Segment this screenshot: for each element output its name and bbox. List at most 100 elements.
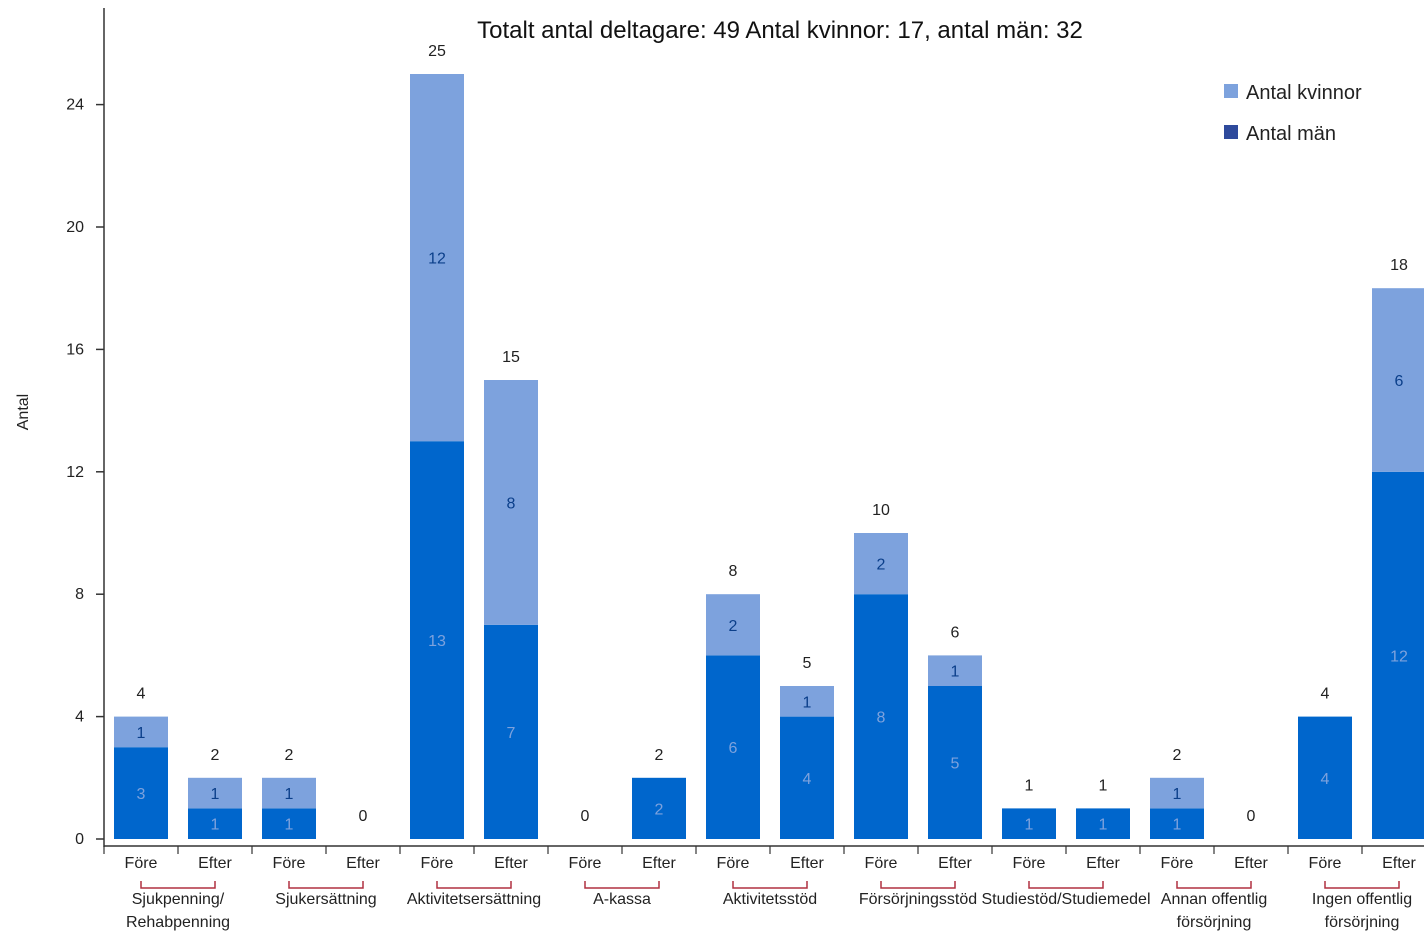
x-group-label: Försörjningsstöd [859,891,977,908]
bar-men [1002,808,1056,839]
bar-total-label: 8 [729,563,738,580]
x-subcategory-label: Före [1161,855,1194,872]
y-tick-label: 4 [75,709,84,726]
x-subcategory-label: Före [717,855,750,872]
bar-women-label: 1 [211,786,220,803]
bar-men-label: 4 [1321,771,1330,788]
bar-men-label: 2 [655,801,664,818]
bar-men [1372,471,1424,839]
x-subcategory-label: Före [125,855,158,872]
bar-total-label: 2 [655,747,664,764]
bar-total-label: 0 [359,808,368,825]
bar-women [484,380,538,625]
bar-men [928,686,982,839]
bar-men [632,777,686,839]
bar-women-label: 1 [1173,786,1182,803]
x-subcategory-label: Före [421,855,454,872]
bar-men [1298,716,1352,839]
x-subcategory-label: Före [1013,855,1046,872]
bar-total-label: 2 [285,747,294,764]
x-subcategory-label: Efter [1234,855,1268,872]
bar-total-label: 5 [803,655,812,672]
bar-women [262,777,316,809]
y-tick-label: 24 [66,97,84,114]
bar-total-label: 2 [1173,747,1182,764]
x-group-label: Aktivitetsstöd [723,891,817,908]
chart-title: Totalt antal deltagare: 49 Antal kvinnor… [477,17,1083,44]
bar-men-label: 1 [1173,817,1182,834]
bar-women-label: 1 [285,786,294,803]
legend-swatch [1224,125,1238,139]
y-tick-label: 8 [75,586,84,603]
bar-women [1372,288,1424,472]
x-subcategory-label: Före [1309,855,1342,872]
bar-women [1150,777,1204,809]
legend-label: Antal kvinnor [1246,82,1362,104]
bar-men-label: 7 [507,725,516,742]
x-subcategory-label: Efter [642,855,676,872]
group-bracket [436,881,512,889]
bar-men-label: 1 [211,817,220,834]
y-axis-label: Antal [15,394,32,430]
x-group-label: försörjning [1325,914,1400,931]
bar-women [780,686,834,717]
bar-men [114,747,168,839]
x-subcategory-label: Före [865,855,898,872]
y-tick-label: 20 [66,219,84,236]
bar-women [928,655,982,686]
bar-total-label: 18 [1390,257,1408,274]
bar-women-label: 2 [877,557,886,574]
bar-women-label: 1 [951,664,960,681]
bar-women-label: 1 [137,725,146,742]
bar-men-label: 12 [1390,648,1408,665]
bar-total-label: 1 [1025,777,1034,794]
bar-women [188,777,242,809]
bar-men [706,655,760,839]
x-subcategory-label: Efter [1382,855,1416,872]
bar-women [706,594,760,656]
group-bracket [1028,881,1104,889]
bar-women-label: 12 [428,251,446,268]
y-tick-label: 12 [66,464,84,481]
bar-women-label: 6 [1395,373,1404,390]
group-bracket [140,881,216,889]
bar-men-label: 6 [729,740,738,757]
bar-men-label: 13 [428,633,446,650]
x-group-label: försörjning [1177,914,1252,931]
y-tick-label: 0 [75,831,84,848]
x-subcategory-label: Efter [346,855,380,872]
bar-men [854,594,908,839]
group-bracket [1324,881,1400,889]
legend-label: Antal män [1246,123,1336,145]
x-group-label: Annan offentlig [1161,891,1267,908]
bar-total-label: 2 [211,747,220,764]
bar-women-label: 2 [729,618,738,635]
group-bracket [584,881,660,889]
bar-women [114,716,168,748]
x-subcategory-label: Efter [198,855,232,872]
bar-women-label: 1 [803,694,812,711]
x-group-label: Sjukersättning [275,891,376,908]
bar-men-label: 5 [951,756,960,773]
bar-men-label: 1 [1099,817,1108,834]
bar-men [780,716,834,839]
bar-total-label: 0 [581,808,590,825]
group-bracket [732,881,808,889]
group-bracket [288,881,364,889]
bar-total-label: 25 [428,43,446,60]
bar-men [1076,808,1130,839]
group-bracket [880,881,956,889]
y-tick-label: 16 [66,341,84,358]
x-group-label: Sjukpenning/ [132,891,225,908]
bar-women [410,74,464,442]
x-group-label: Studiestöd/Studiemedel [982,891,1151,908]
legend-swatch [1224,84,1238,98]
bar-men-label: 3 [137,786,146,803]
bar-men-label: 1 [1025,817,1034,834]
x-subcategory-label: Efter [938,855,972,872]
bar-men-label: 4 [803,771,812,788]
bar-women-label: 8 [507,495,516,512]
bar-men [262,808,316,839]
bar-men-label: 1 [285,817,294,834]
